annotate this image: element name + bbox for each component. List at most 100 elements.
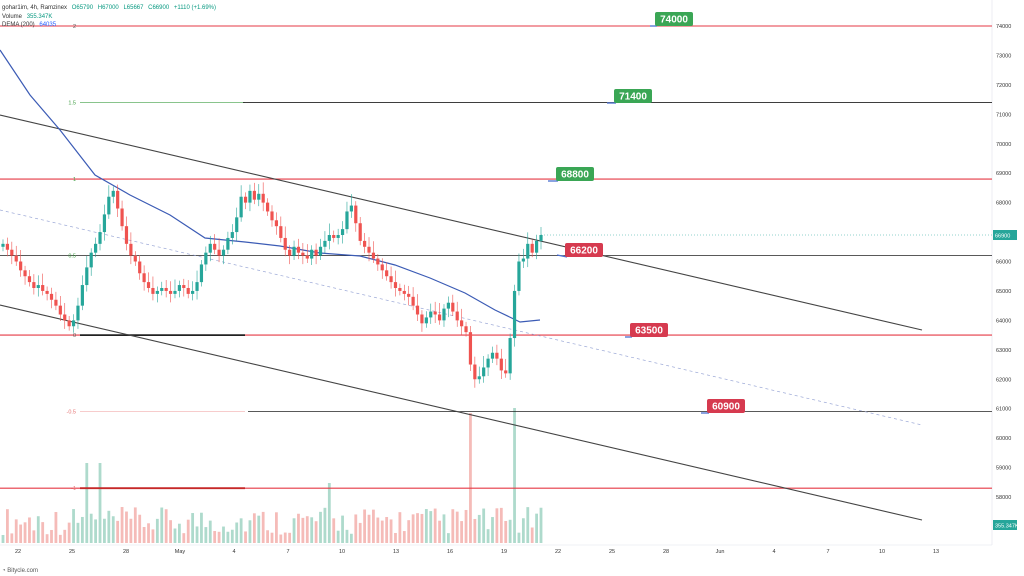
price-tick-label: 66000 bbox=[996, 260, 1011, 266]
candle-body bbox=[49, 293, 54, 300]
candle-body bbox=[182, 285, 186, 288]
candle-body bbox=[490, 352, 495, 359]
price-labels: 74000 71400 68800 66200 63500 60900 bbox=[548, 12, 745, 414]
price-tick-label: 65000 bbox=[996, 289, 1011, 295]
current-price-label: 66900 bbox=[995, 234, 1010, 240]
volume-bar bbox=[89, 513, 93, 543]
candle-body bbox=[499, 358, 503, 371]
candle-body bbox=[274, 220, 279, 227]
price-tick-label: 63000 bbox=[996, 348, 1011, 354]
candle-body bbox=[473, 364, 477, 380]
candle-body bbox=[5, 243, 10, 250]
candle-body bbox=[173, 290, 177, 294]
candle-body bbox=[486, 358, 490, 368]
current-price-badge bbox=[993, 230, 1017, 241]
volume-bar bbox=[103, 518, 106, 543]
candle-body bbox=[71, 320, 76, 327]
volume-bar bbox=[526, 507, 530, 543]
volume-bar bbox=[138, 514, 142, 543]
legend-dema-value: 64035 bbox=[39, 22, 57, 28]
candle-body bbox=[402, 290, 406, 294]
fib-levels: 2 1.5 1 0.5 0 -0.5 -1 bbox=[0, 24, 992, 492]
volume-bar bbox=[517, 532, 521, 543]
volume-bar bbox=[438, 520, 441, 543]
candle-body bbox=[133, 255, 137, 262]
candle-body bbox=[393, 282, 398, 288]
candle-body bbox=[327, 235, 331, 241]
volume-bar bbox=[120, 507, 124, 543]
candle-body bbox=[265, 202, 270, 212]
candle-body bbox=[323, 240, 327, 247]
legend-dema-label: DEMA (200) bbox=[2, 22, 35, 28]
candle-body bbox=[437, 314, 442, 321]
volume-bar bbox=[288, 532, 292, 543]
callout-box bbox=[614, 89, 652, 103]
candle-body bbox=[27, 276, 32, 283]
candle-body bbox=[279, 226, 283, 238]
candle-body bbox=[336, 235, 340, 238]
volume-bar bbox=[195, 526, 199, 543]
candle-body bbox=[155, 290, 159, 294]
candle-body bbox=[354, 205, 358, 224]
volume-bar bbox=[80, 516, 84, 543]
callout-box bbox=[630, 323, 668, 337]
candle-body bbox=[252, 190, 256, 200]
volume-bar bbox=[41, 522, 45, 543]
price-tick-label: 73000 bbox=[996, 53, 1011, 59]
volume-bar bbox=[208, 520, 212, 543]
volume-bar bbox=[28, 517, 31, 543]
volume-bar bbox=[354, 514, 358, 543]
candle-body bbox=[102, 214, 107, 233]
candle-body bbox=[398, 287, 402, 291]
candle-body bbox=[58, 305, 62, 315]
time-tick-label: 10 bbox=[879, 549, 885, 555]
time-tick-label: 13 bbox=[393, 549, 399, 555]
callout-box bbox=[565, 243, 603, 257]
volume-bar bbox=[521, 518, 525, 543]
price-tick-label: 71000 bbox=[996, 112, 1011, 118]
volume-bar bbox=[283, 532, 287, 543]
price-axis: 7400073000720007100070000690006800067000… bbox=[541, 24, 1019, 530]
time-axis: 22 25 28 May 4 7 10 13 16 19 22 25 28 Jun 4 7 10 13 bbox=[15, 549, 939, 555]
volume-bar bbox=[372, 509, 375, 543]
candle-body bbox=[89, 252, 93, 268]
candle-body bbox=[45, 290, 49, 294]
candle-body bbox=[107, 196, 111, 215]
candle-body bbox=[160, 287, 164, 291]
candle-body bbox=[517, 261, 521, 291]
volume-bar bbox=[530, 527, 534, 543]
candle-body bbox=[168, 290, 173, 294]
volume-bar bbox=[129, 518, 133, 543]
candle-body bbox=[10, 249, 14, 256]
candle-body bbox=[164, 287, 168, 291]
volume-bar bbox=[327, 483, 331, 543]
callout-label: 66200 bbox=[570, 246, 598, 257]
volume-bar bbox=[464, 509, 468, 543]
candle-body bbox=[186, 287, 190, 294]
time-tick-label: 10 bbox=[339, 549, 345, 555]
candle-body bbox=[54, 299, 58, 306]
candle-body bbox=[283, 237, 287, 250]
volume-bar bbox=[389, 519, 393, 543]
candle-body bbox=[85, 267, 89, 286]
time-tick-label: 4 bbox=[232, 549, 235, 555]
candle-body bbox=[460, 320, 464, 327]
candle-body bbox=[415, 305, 420, 315]
candle-body bbox=[385, 270, 389, 277]
volume-bar bbox=[266, 530, 269, 543]
chart-legend: gohar1im, 4h, Ramzinex O65790 H67000 L65… bbox=[2, 4, 219, 30]
candle-body bbox=[495, 352, 499, 359]
volume-bar bbox=[217, 531, 221, 543]
volume-bar bbox=[376, 517, 380, 543]
candle-body bbox=[63, 314, 67, 321]
volume-bar bbox=[491, 517, 494, 543]
candle-body bbox=[376, 258, 380, 265]
footer-watermark: ◔ Bitycle.com bbox=[2, 568, 38, 574]
callout-label: 68800 bbox=[561, 170, 589, 181]
volume-bar bbox=[504, 520, 508, 543]
volume-bar bbox=[72, 509, 75, 543]
legend-open: O65790 bbox=[71, 5, 94, 11]
volume-bar bbox=[469, 413, 472, 543]
volume-bar bbox=[45, 534, 49, 543]
